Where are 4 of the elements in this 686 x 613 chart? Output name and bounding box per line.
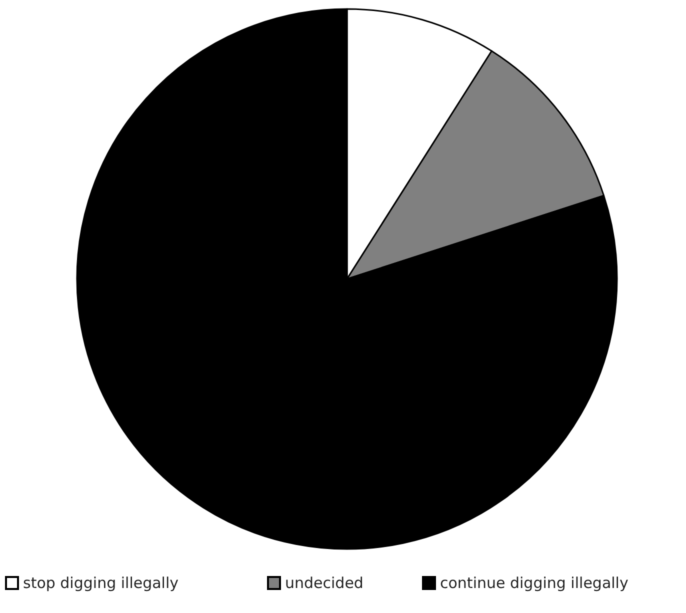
legend-label: undecided: [285, 574, 364, 592]
pie-slice: [76, 8, 618, 550]
legend-label: continue digging illegally: [440, 574, 628, 592]
legend-label: stop digging illegally: [23, 574, 179, 592]
